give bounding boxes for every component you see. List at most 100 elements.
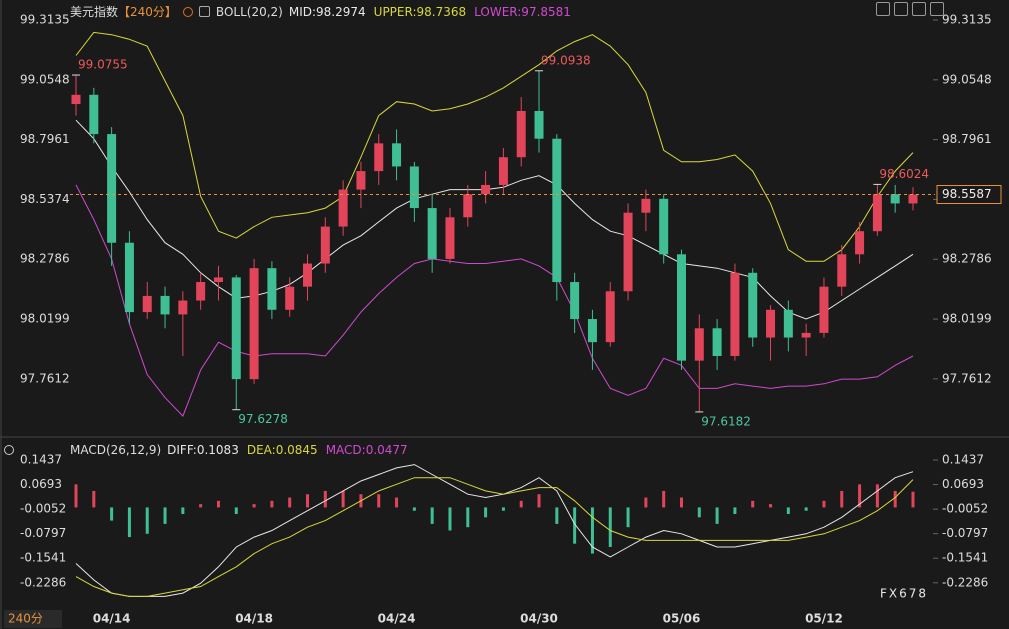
macd-bar — [608, 507, 612, 547]
macd-bar — [911, 491, 915, 508]
indicator: BOLL(20,2) — [215, 4, 283, 19]
candle-body — [445, 217, 455, 259]
candle-body — [178, 300, 188, 315]
macd-bar — [377, 494, 381, 508]
macd-line — [75, 464, 914, 597]
macd-bar — [858, 484, 862, 508]
y-tick-label: 98.7961 — [942, 132, 992, 146]
legend-entry: LOWER:97.8581 — [474, 4, 571, 19]
y-tick-label: 0.0693 — [942, 477, 984, 491]
indicator-icon[interactable] — [198, 6, 210, 17]
candle-body — [641, 198, 651, 213]
macd-bar — [715, 507, 719, 524]
y-tick-label: -0.0797 — [942, 526, 988, 540]
y-tick-label: 99.3135 — [942, 13, 992, 27]
macd-line — [75, 477, 914, 597]
candle-body — [374, 143, 384, 172]
toolbar-button[interactable] — [876, 2, 890, 16]
candle-body — [481, 184, 491, 195]
macd-bar — [519, 500, 523, 508]
legend: MID:98.2974 UPPER:98.7368 LOWER:97.8581 — [289, 5, 571, 19]
macd-bar — [590, 507, 594, 554]
legend: DIFF:0.1083 DEA:0.0845 MACD:0.0477 — [167, 443, 408, 457]
candle-body — [801, 332, 811, 338]
candle-body — [392, 143, 402, 167]
macd-bar — [501, 507, 505, 511]
bollinger-band — [75, 119, 914, 320]
candle-body — [676, 254, 686, 361]
candle-body — [196, 282, 206, 301]
y-tick-label: 97.7612 — [20, 371, 70, 385]
y-tick-label: -0.2286 — [20, 575, 66, 589]
price-header: 美元指数 【240分】 BOLL(20,2) MID:98.2974 UPPER:… — [70, 3, 571, 20]
macd-bar — [234, 507, 238, 515]
candle-body — [320, 226, 330, 264]
low-annotation: 97.6278 — [238, 412, 288, 426]
candle-body — [338, 189, 348, 227]
macd-bar — [555, 507, 559, 524]
macd-bar — [181, 507, 185, 515]
legend-entry: MACD:0.0477 — [325, 443, 408, 457]
candle-body — [623, 212, 633, 292]
macd-bar — [893, 490, 897, 508]
period-label: 240分 — [8, 612, 43, 626]
candle-body — [213, 277, 223, 283]
y-tick-label: 99.0548 — [20, 72, 70, 86]
macd-header: MACD(26,12,9) DIFF:0.1083 DEA:0.0845 MACD:… — [4, 443, 408, 457]
macd-bar — [92, 490, 96, 508]
legend-entry: DIFF:0.1083 — [167, 443, 239, 457]
macd-bar — [840, 490, 844, 508]
macd-bar — [679, 497, 683, 508]
y-tick-label: 0.1437 — [20, 453, 62, 467]
candle-body — [605, 291, 615, 343]
x-tick-label: 05/12 — [805, 612, 843, 626]
candle-body — [463, 194, 473, 218]
period-badge — [4, 610, 62, 628]
period: 【240分】 — [118, 5, 177, 19]
candle-body — [570, 282, 580, 320]
candle-body — [303, 263, 313, 287]
toolbar-button[interactable] — [912, 2, 926, 16]
settings-icon[interactable] — [182, 6, 193, 17]
toolbar-button[interactable] — [894, 2, 908, 16]
candle-body — [427, 208, 437, 259]
macd-bar — [626, 507, 630, 528]
toolbar-button[interactable] — [930, 2, 944, 16]
candle-body — [694, 328, 704, 361]
x-tick-label: 04/18 — [235, 612, 273, 626]
macd-bar — [733, 507, 737, 515]
y-tick-label: -0.0052 — [942, 502, 988, 516]
macd-bar — [537, 494, 541, 508]
y-tick-label: -0.0052 — [20, 502, 66, 516]
last-price-label: 98.5587 — [942, 187, 992, 201]
macd-bar — [199, 504, 203, 508]
last-price-box — [936, 184, 1002, 204]
candle-body — [712, 328, 722, 357]
candle-body — [285, 286, 295, 310]
macd-bar — [288, 497, 292, 508]
candle-body — [855, 231, 865, 255]
candle-body — [356, 171, 366, 190]
bollinger-band — [75, 31, 914, 262]
candle-body — [107, 134, 117, 243]
legend-entry: DEA:0.0845 — [246, 443, 318, 457]
y-tick-label: -0.1541 — [20, 551, 66, 565]
settings-icon[interactable] — [4, 445, 14, 455]
y-tick-label: 98.2786 — [942, 252, 992, 266]
y-tick-label: 98.0199 — [20, 312, 70, 326]
candle-body — [783, 309, 793, 338]
candle-body — [71, 94, 81, 105]
macd-bar — [216, 500, 220, 508]
macd-bar — [662, 490, 666, 508]
candle-body — [409, 166, 419, 209]
candle-body — [587, 319, 597, 343]
candle-body — [837, 254, 847, 287]
macd-bar — [786, 507, 790, 515]
candle-body — [552, 138, 562, 283]
x-tick-label: 04/30 — [520, 612, 558, 626]
high-annotation: 99.0938 — [541, 53, 591, 67]
macd-bar — [163, 507, 167, 524]
candle-body — [498, 157, 508, 185]
x-tick-label: 04/14 — [93, 612, 131, 626]
macd-bar — [448, 507, 452, 531]
